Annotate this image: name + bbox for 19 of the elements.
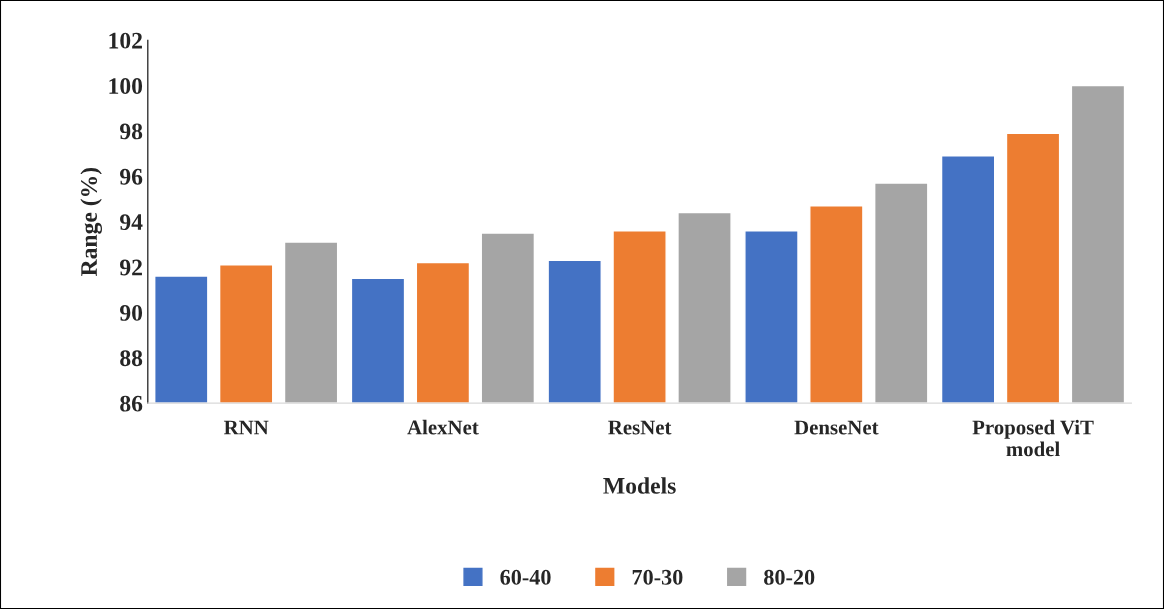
legend-label: 60-40 — [500, 569, 551, 585]
y-tick-label: 96 — [120, 168, 143, 185]
x-tick-label: AlexNet — [407, 419, 479, 435]
legend-label: 80-20 — [764, 569, 815, 585]
y-tick-label: 98 — [120, 123, 143, 140]
y-tick-label: 92 — [120, 259, 142, 276]
y-tick-label: 100 — [109, 78, 143, 94]
y-tick-label: 90 — [120, 304, 143, 321]
y-tick-label: 94 — [120, 214, 143, 231]
legend-label: 70-30 — [632, 569, 683, 585]
y-axis-title: Range (%) — [80, 167, 102, 277]
y-tick-label: 88 — [120, 350, 143, 367]
y-tick-label: 86 — [120, 395, 143, 412]
y-tick-label: 102 — [109, 32, 142, 49]
x-tick-label: Proposed ViT model — [972, 419, 1094, 457]
x-tick-label: RNN — [223, 420, 269, 435]
x-tick-label: ResNet — [608, 420, 672, 435]
x-tick-label: DenseNet — [794, 420, 879, 435]
x-axis-title: Models — [603, 477, 676, 494]
